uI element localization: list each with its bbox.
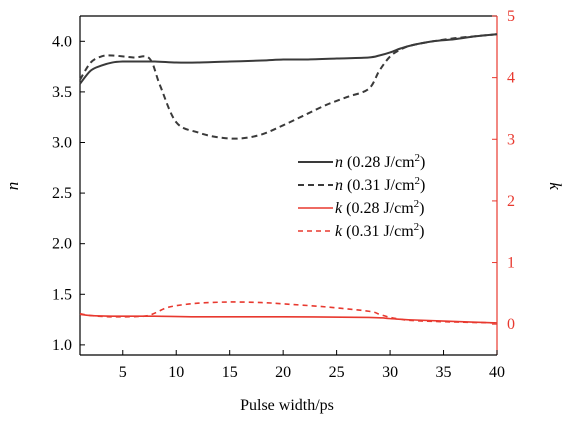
y-left-tick-label: 2.0 <box>52 236 72 253</box>
y-axis-left-label: n <box>3 182 22 191</box>
y-right-tick-label: 4 <box>507 70 515 87</box>
series-line-1 <box>79 33 498 140</box>
x-tick-label: 15 <box>222 364 238 381</box>
y-left-tick-label: 3.5 <box>52 84 72 101</box>
y-right-tick-label: 0 <box>507 316 515 333</box>
x-tick-label: 25 <box>329 364 345 381</box>
legend-label-1: n (0.31 J/cm2) <box>335 175 425 194</box>
y-left-tick-label: 3.0 <box>52 134 72 151</box>
plot-frame <box>79 15 498 356</box>
y-right-tick-label: 3 <box>507 131 515 148</box>
y-axis-right: 0 1 2 3 4 5 <box>492 8 515 333</box>
y-axis-right-label: k <box>546 182 564 190</box>
y-left-tick-label: 4.0 <box>52 33 72 50</box>
series-line-3 <box>79 301 498 324</box>
y-right-tick-label: 5 <box>507 8 515 25</box>
x-tick-label: 5 <box>119 364 127 381</box>
x-tick-label: 20 <box>275 364 291 381</box>
x-axis-label: Pulse width/ps <box>240 397 334 414</box>
x-tick-label: 35 <box>436 364 452 381</box>
x-tick-label: 10 <box>168 364 184 381</box>
y-left-tick-label: 1.5 <box>52 286 72 303</box>
y-right-tick-label: 2 <box>507 193 515 210</box>
x-axis: 5 10 15 20 25 30 35 40 <box>119 350 505 381</box>
legend-label-2: k (0.28 J/cm2) <box>335 198 424 217</box>
legend-label-0: n (0.28 J/cm2) <box>335 152 425 171</box>
y-left-tick-label: 2.5 <box>52 185 72 202</box>
series-layer <box>79 33 498 324</box>
y-axis-left: 1.0 1.5 2.0 2.5 3.0 3.5 4.0 <box>52 33 85 354</box>
legend-label-3: k (0.31 J/cm2) <box>335 221 424 240</box>
legend: n (0.28 J/cm2) n (0.31 J/cm2) k (0.28 J/cm… <box>298 152 425 240</box>
x-tick-label: 30 <box>382 364 398 381</box>
y-right-tick-label: 1 <box>507 255 515 272</box>
y-left-tick-label: 1.0 <box>52 337 72 354</box>
series-line-2 <box>79 313 498 324</box>
x-tick-label: 40 <box>489 364 505 381</box>
